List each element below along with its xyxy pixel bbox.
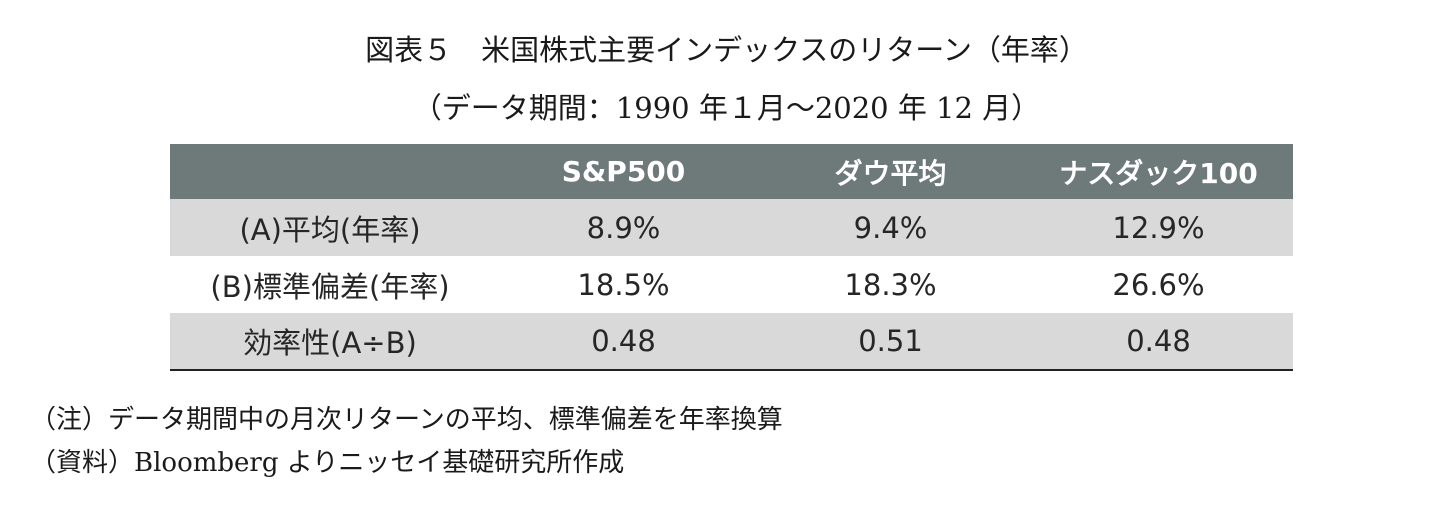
header-nasdaq100: ナスダック100: [1059, 156, 1258, 190]
header-corner: [170, 144, 490, 199]
index-return-table: S&P500 ダウ平均 ナスダック100 (A)平均(年率) 8.9% 9.4%…: [170, 144, 1293, 371]
cell-sp500: 8.9%: [586, 210, 661, 245]
cell-nasdaq100: 0.48: [1024, 313, 1293, 371]
row-label: (A)平均(年率): [239, 212, 421, 247]
header-row: S&P500 ダウ平均 ナスダック100: [170, 144, 1293, 199]
cell-nasdaq100: 26.6%: [1112, 267, 1205, 302]
header-sp500: S&P500: [561, 155, 686, 188]
data-period-subtitle: （データ期間：1990 年１月～2020 年 12 月）: [412, 91, 1041, 125]
row-label: 効率性(A÷B): [170, 313, 490, 371]
table-row-average-return: (A)平均(年率) 8.9% 9.4% 12.9%: [170, 199, 1293, 256]
header-dow-average: ダウ平均: [834, 156, 947, 190]
table-row-efficiency: 効率性(A÷B) 0.48 0.51 0.48: [170, 313, 1293, 371]
cell-dow-average: 18.3%: [844, 267, 937, 302]
footnote-source: （資料）Bloomberg よりニッセイ基礎研究所作成: [30, 448, 625, 478]
table-body: (A)平均(年率) 8.9% 9.4% 12.9% (B)標準偏差(年率) 18…: [170, 199, 1293, 371]
cell-dow-average: 0.51: [757, 313, 1024, 371]
row-label: (B)標準偏差(年率): [210, 269, 450, 304]
footnote-note: （注）データ期間中の月次リターンの平均、標準偏差を年率換算: [30, 405, 783, 435]
figure-title: 図表５ 米国株式主要インデックスのリターン（年率）: [365, 33, 1088, 67]
cell-dow-average: 9.4%: [853, 210, 928, 245]
cell-sp500: 0.48: [490, 313, 757, 371]
cell-nasdaq100: 12.9%: [1112, 210, 1205, 245]
cell-sp500: 18.5%: [577, 267, 670, 302]
table-row-standard-deviation: (B)標準偏差(年率) 18.5% 18.3% 26.6%: [170, 256, 1293, 313]
table-header: S&P500 ダウ平均 ナスダック100: [170, 144, 1293, 199]
